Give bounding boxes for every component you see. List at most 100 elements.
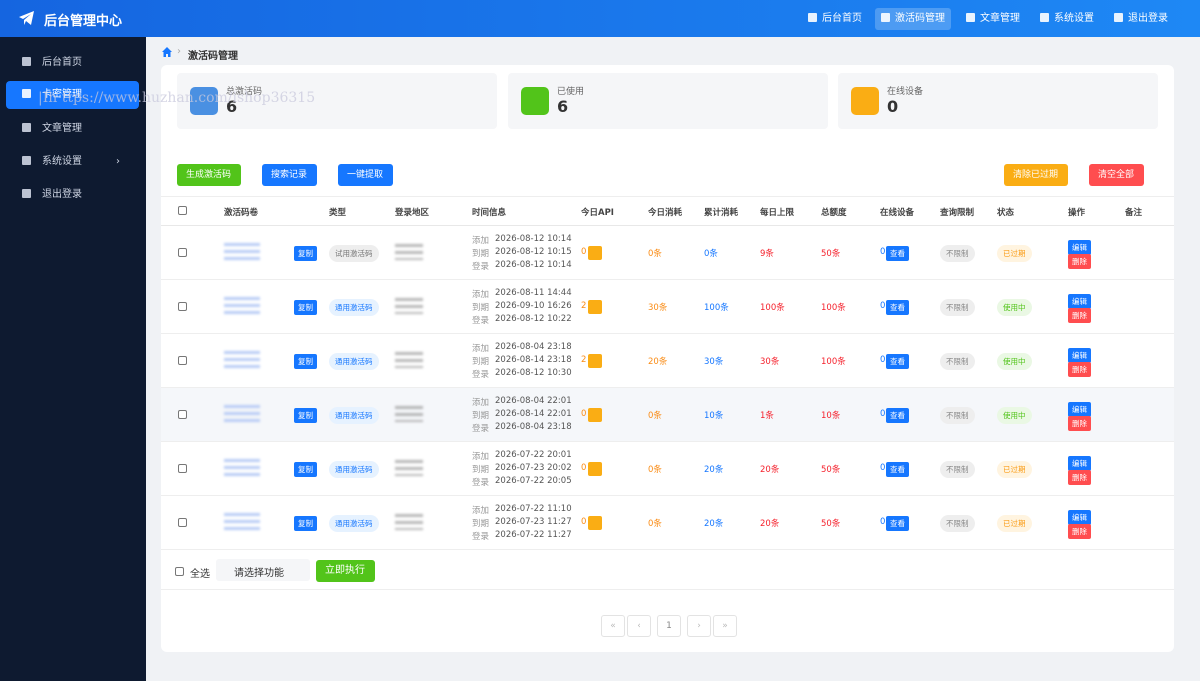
view-button[interactable]: 查看 [886,246,909,261]
checkbox[interactable] [178,248,187,257]
edit-button[interactable]: 编辑 [1068,240,1091,255]
toolbar-button[interactable]: 生成激活码 [177,164,242,186]
limit-tag: 不限制 [940,299,975,316]
view-button[interactable]: 查看 [886,354,909,369]
stat-cell: 50条 [821,249,841,259]
time-value: 2026-08-12 10:14 [495,234,572,244]
stat-cell: 100条 [760,303,785,313]
side-icon [22,123,31,132]
nav-item[interactable]: 后台首页 [802,8,868,30]
time-label: 添加 [472,398,490,408]
side-item[interactable]: 卡密管理 [6,81,139,109]
stat-cell: 20条 [760,465,780,475]
refresh-button[interactable] [588,516,602,530]
time-value: 2026-08-14 23:18 [495,355,572,365]
side-icon [22,89,31,98]
delete-button[interactable]: 删除 [1068,470,1091,485]
checkbox[interactable] [178,518,187,527]
blurred-region [395,514,423,530]
refresh-button[interactable] [588,246,602,260]
stat-cell: 100条 [821,357,846,367]
table-header-bg [161,196,1174,226]
copy-button[interactable]: 复制 [294,300,317,315]
view-button[interactable]: 查看 [886,408,909,423]
refresh-button[interactable] [588,300,602,314]
delete-button[interactable]: 删除 [1068,416,1091,431]
edit-button[interactable]: 编辑 [1068,456,1091,471]
execute-button[interactable]: 立即执行 [316,560,375,582]
home-icon[interactable] [161,46,173,58]
nav-item[interactable]: 系统设置 [1034,8,1100,30]
nav-item[interactable]: 退出登录 [1108,8,1174,30]
stat-icon [521,87,549,115]
toolbar-button[interactable]: 一键提取 [338,164,394,186]
edit-button[interactable]: 编辑 [1068,510,1091,525]
delete-button[interactable]: 删除 [1068,362,1091,377]
edit-button[interactable]: 编辑 [1068,402,1091,417]
time-label: 到期 [472,357,490,367]
select-text: 请选择功能 [234,568,284,579]
time-value: 2026-07-22 11:10 [495,504,572,514]
time-value: 2026-07-23 20:02 [495,463,572,473]
table-row [161,334,1174,388]
page-button[interactable]: › [687,615,711,637]
nav-label: 后台首页 [822,13,862,24]
toolbar-button[interactable]: 清空全部 [1089,164,1145,186]
stat-cell: 100条 [704,303,729,313]
time-label: 添加 [472,506,490,516]
side-item[interactable]: 系统设置 › [0,148,146,176]
nav-item[interactable]: 激活码管理 [875,8,951,30]
page-button[interactable]: « [601,615,625,637]
side-item[interactable]: 文章管理 [0,115,146,143]
time-label: 添加 [472,452,490,462]
copy-button[interactable]: 复制 [294,246,317,261]
copy-button[interactable]: 复制 [294,462,317,477]
checkbox[interactable] [175,567,184,576]
table-row [161,226,1174,280]
nav-icon [1040,13,1049,22]
copy-button[interactable]: 复制 [294,354,317,369]
checkbox[interactable] [178,206,187,215]
refresh-button[interactable] [588,354,602,368]
stat-value: 0 [887,97,899,116]
nav-item[interactable]: 文章管理 [960,8,1026,30]
nav-label: 文章管理 [980,13,1020,24]
column-header: 操作 [1068,208,1086,218]
stat-cell: 30条 [648,303,668,313]
time-value: 2026-07-22 20:05 [495,476,572,486]
delete-button[interactable]: 删除 [1068,254,1091,269]
view-button[interactable]: 查看 [886,300,909,315]
copy-button[interactable]: 复制 [294,516,317,531]
checkbox[interactable] [178,464,187,473]
stat-value: 6 [557,97,569,116]
checkbox[interactable] [178,356,187,365]
function-select[interactable]: 请选择功能 [216,559,310,581]
blurred-region [395,352,423,368]
time-value: 2026-07-22 20:01 [495,450,572,460]
blurred-code [224,513,260,531]
page-button[interactable]: 1 [657,615,681,637]
status-tag: 使用中 [997,407,1032,424]
edit-button[interactable]: 编辑 [1068,348,1091,363]
checkbox[interactable] [178,302,187,311]
edit-button[interactable]: 编辑 [1068,294,1091,309]
checkbox[interactable] [178,410,187,419]
refresh-button[interactable] [588,462,602,476]
delete-button[interactable]: 删除 [1068,308,1091,323]
toolbar-button[interactable]: 清除已过期 [1004,164,1069,186]
side-item[interactable]: 后台首页 [0,49,146,77]
blurred-code [224,297,260,315]
stat-icon [851,87,879,115]
stat-cell: 20条 [704,519,724,529]
view-button[interactable]: 查看 [886,516,909,531]
select-all-label: 全选 [190,569,210,580]
delete-button[interactable]: 删除 [1068,524,1091,539]
page-button[interactable]: » [713,615,737,637]
page-button[interactable]: ‹ [627,615,651,637]
view-button[interactable]: 查看 [886,462,909,477]
copy-button[interactable]: 复制 [294,408,317,423]
blurred-region [395,460,423,476]
side-item[interactable]: 退出登录 [0,181,146,209]
refresh-button[interactable] [588,408,602,422]
toolbar-button[interactable]: 搜索记录 [262,164,318,186]
